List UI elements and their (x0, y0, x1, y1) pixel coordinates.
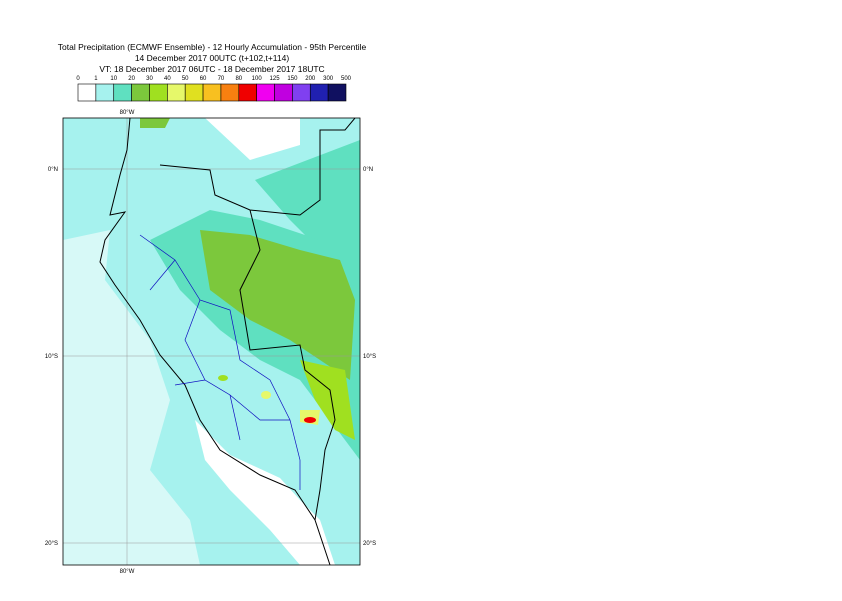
legend-swatch (202, 83, 222, 102)
legend-label: 200 (305, 76, 316, 82)
legend-swatch (113, 83, 132, 102)
lon-label: 80°W (120, 569, 135, 575)
legend: 0 1 10 20 30 40 50 60 70 80 100 125 150 200 300 500 (76, 76, 352, 102)
lat-label: 10°S (363, 354, 376, 360)
legend-swatch (184, 83, 204, 102)
legend-label: 60 (200, 76, 207, 82)
title-line: VT: 18 December 2017 06UTC - 18 December… (99, 64, 324, 74)
legend-label: 125 (270, 76, 281, 82)
legend-swatch (95, 83, 115, 102)
legend-swatch (274, 83, 293, 102)
legend-swatch (292, 83, 311, 102)
legend-label: 100 (252, 76, 263, 82)
legend-label: 80 (235, 76, 242, 82)
legend-label: 1 (94, 76, 98, 82)
legend-label: 30 (146, 76, 153, 82)
legend-swatch (77, 83, 97, 102)
legend-swatch (167, 83, 186, 102)
legend-label: 50 (182, 76, 189, 82)
lat-label: 20°S (363, 541, 376, 547)
legend-label: 20 (128, 76, 135, 82)
legend-swatch (238, 83, 257, 102)
map (63, 118, 360, 565)
legend-label: 0 (76, 76, 80, 82)
legend-swatch (131, 83, 150, 102)
legend-label: 150 (287, 76, 298, 82)
legend-swatch (256, 83, 275, 102)
legend-swatch (309, 83, 329, 102)
lat-label: 20°S (45, 541, 58, 547)
legend-swatch (220, 83, 240, 102)
legend-label: 10 (110, 76, 117, 82)
lat-label: 0°N (363, 167, 373, 173)
legend-label: 40 (164, 76, 171, 82)
legend-swatch (327, 83, 347, 102)
lat-label: 0°N (48, 167, 58, 173)
legend-label: 70 (218, 76, 225, 82)
legend-swatch (149, 83, 168, 102)
lon-label: 80°W (120, 110, 135, 116)
title-line: 14 December 2017 00UTC (t+102,t+114) (135, 53, 290, 63)
title-line: Total Precipitation (ECMWF Ensemble) - 1… (58, 42, 367, 52)
lat-label: 10°S (45, 354, 58, 360)
legend-label: 300 (323, 76, 334, 82)
legend-label: 500 (341, 76, 352, 82)
